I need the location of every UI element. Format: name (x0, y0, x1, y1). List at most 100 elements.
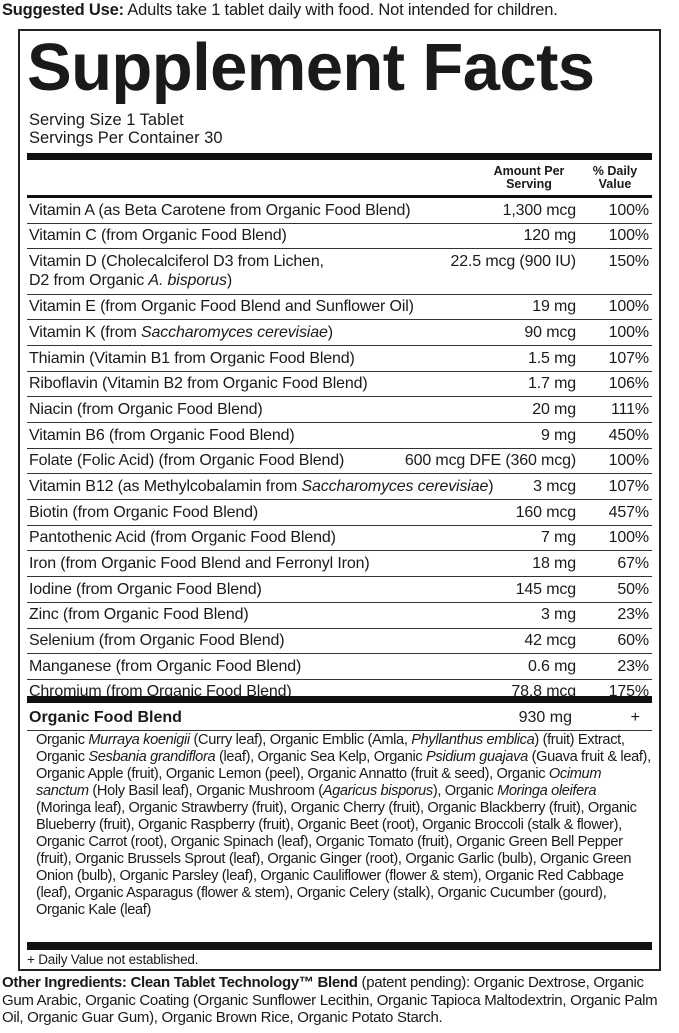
thick-divider (27, 942, 652, 950)
nutrient-amount: 120 mg (523, 227, 577, 245)
nutrient-row: Vitamin B12 (as Methylcobalamin from Sac… (27, 474, 652, 501)
nutrient-name: Iron (from Organic Food Blend and Ferron… (29, 554, 528, 574)
text-segment: Moringa oleifera (497, 783, 597, 799)
blend-amount: 930 mg (518, 709, 572, 726)
nutrient-amount: 42 mcg (524, 632, 576, 650)
nutrient-row: Selenium (from Organic Food Blend) 42 mcg… (27, 629, 652, 655)
text-segment: ) (226, 272, 232, 290)
nutrient-dv: 106% (608, 375, 649, 393)
nutrient-dv: 100% (608, 452, 649, 470)
serving-info: Serving Size 1 Tablet Servings Per Conta… (29, 111, 223, 147)
text-segment: Murraya koenigii (88, 732, 190, 748)
nutrient-amount: 22.5 mcg (900 IU) (450, 252, 576, 270)
text-segment: ), Organic (432, 783, 498, 799)
nutrient-row: Iron (from Organic Food Blend and Ferron… (27, 551, 652, 578)
text-segment: Saccharomyces cerevisiae (301, 477, 489, 495)
text-segment: Iron (from Organic Food Blend and Ferron… (29, 555, 370, 573)
nutrient-name: Vitamin D (Cholecalciferol D3 from Liche… (29, 252, 446, 291)
text-segment: Manganese (from Organic Food Blend) (29, 657, 302, 675)
nutrient-amount: 7 mg (541, 529, 576, 547)
nutrient-name: Folate (Folic Acid) (from Organic Food B… (29, 451, 401, 471)
nutrient-name: Pantothenic Acid (from Organic Food Blen… (29, 528, 537, 548)
text-segment: Vitamin B12 (as Methylcobalamin from (29, 477, 302, 495)
nutrient-dv: 450% (608, 426, 649, 444)
thick-divider (27, 153, 652, 160)
blend-ingredients: Organic Murraya koenigii (Curry leaf), O… (36, 732, 651, 919)
nutrient-name: Zinc (from Organic Food Blend) (29, 605, 537, 625)
text-segment: Saccharomyces cerevisiae (141, 323, 328, 341)
text-segment: ) (327, 323, 333, 341)
nutrient-dv: 107% (608, 349, 649, 367)
nutrient-row: Iodine (from Organic Food Blend) 145 mcg 5… (27, 577, 652, 603)
text-segment: A. bisporus (148, 272, 227, 290)
nutrient-dv: 457% (608, 503, 649, 521)
nutrient-amount: 90 mcg (524, 323, 576, 341)
other-ingredients-label: Other Ingredients: Clean Tablet Technolo… (2, 974, 358, 991)
text-segment: Zinc (from Organic Food Blend) (29, 606, 249, 624)
footnote: + Daily Value not established. (27, 952, 199, 967)
text-segment: Selenium (from Organic Food Blend) (29, 632, 285, 650)
text-segment: Agaricus bisporus (322, 783, 433, 799)
text-segment: (Holy Basil leaf), Organic Mushroom ( (88, 783, 323, 799)
nutrient-name: Biotin (from Organic Food Blend) (29, 503, 512, 523)
nutrient-row: Vitamin C (from Organic Food Blend) 120 m… (27, 224, 652, 250)
suggested-use-text: Adults take 1 tablet daily with food. No… (123, 1, 558, 19)
nutrient-row: Vitamin E (from Organic Food Blend and S… (27, 295, 652, 321)
text-segment: Psidium guajava (426, 749, 528, 765)
suggested-use-label: Suggested Use: (2, 1, 124, 19)
nutrient-amount: 9 mg (541, 426, 576, 444)
nutrient-amount: 18 mg (532, 555, 576, 573)
nutrient-amount: 145 mcg (515, 580, 576, 598)
nutrient-dv: 100% (608, 227, 649, 245)
nutrient-name: Manganese (from Organic Food Blend) (29, 657, 524, 677)
nutrient-amount: 160 mcg (515, 503, 576, 521)
nutrient-dv: 100% (608, 529, 649, 547)
text-segment: Niacin (from Organic Food Blend) (29, 400, 263, 418)
nutrient-name: Niacin (from Organic Food Blend) (29, 400, 528, 420)
text-segment: Iodine (from Organic Food Blend) (29, 580, 262, 598)
nutrient-amount: 0.6 mg (527, 657, 576, 675)
nutrient-name: Vitamin B12 (as Methylcobalamin from Sac… (29, 477, 529, 497)
thick-divider (27, 696, 652, 703)
servings-per-container: Servings Per Container 30 (29, 129, 223, 147)
nutrient-dv: 111% (611, 400, 649, 418)
text-segment: Organic (36, 732, 89, 748)
text-segment: (Curry leaf), Organic Emblic (Amla, (189, 732, 412, 748)
nutrient-row: Pantothenic Acid (from Organic Food Blen… (27, 526, 652, 552)
nutrient-amount: 19 mg (532, 298, 576, 316)
column-headers: Amount Per Serving % Daily Value (27, 162, 652, 197)
text-segment: (leaf), Organic Sea Kelp, Organic (215, 749, 427, 765)
nutrient-row: Niacin (from Organic Food Blend) 20 mg 111… (27, 397, 652, 423)
nutrient-dv: 100% (608, 201, 649, 219)
text-segment: Vitamin D (Cholecalciferol D3 from Liche… (29, 252, 324, 270)
text-segment: Vitamin A (as Beta Carotene from Organic… (29, 201, 411, 219)
text-segment: D2 from Organic (29, 272, 149, 290)
nutrient-dv: 50% (617, 580, 649, 598)
nutrient-name: Vitamin B6 (from Organic Food Blend) (29, 426, 537, 446)
nutrient-row: Riboflavin (Vitamin B2 from Organic Food… (27, 372, 652, 398)
nutrient-row: Manganese (from Organic Food Blend) 0.6 m… (27, 654, 652, 680)
text-segment: (Guava fruit & leaf), Organic Apple (fru… (36, 749, 651, 782)
text-segment: ) (488, 477, 494, 495)
nutrient-row: Biotin (from Organic Food Blend) 160 mcg 4… (27, 500, 652, 526)
supplement-facts-panel: Supplement Facts Serving Size 1 Tablet S… (18, 29, 661, 971)
text-segment: ) (fruit) Extract, Organic (36, 732, 625, 765)
nutrient-dv: 107% (608, 477, 649, 495)
text-segment: Phyllanthus emblica (411, 732, 535, 748)
dv-header: % Daily Value (592, 164, 638, 191)
other-ingredients-text: (patent pending): Organic Dextrose, Orga… (2, 974, 658, 1026)
serving-size: Serving Size 1 Tablet (29, 111, 184, 129)
text-segment: Folate (Folic Acid) (from Organic Food B… (29, 452, 345, 470)
text-segment: Pantothenic Acid (from Organic Food Blen… (29, 529, 336, 547)
text-segment: Vitamin K (from (29, 323, 141, 341)
nutrient-name: Vitamin A (as Beta Carotene from Organic… (29, 201, 499, 221)
nutrient-dv: 60% (617, 632, 649, 650)
nutrient-name: Vitamin E (from Organic Food Blend and S… (29, 297, 528, 317)
text-segment: Vitamin E (from Organic Food Blend and S… (29, 298, 414, 316)
nutrient-row: Vitamin K (from Saccharomyces cerevisiae… (27, 320, 652, 346)
panel-title: Supplement Facts (27, 30, 595, 105)
nutrient-name: Selenium (from Organic Food Blend) (29, 631, 520, 651)
nutrient-amount: 1,300 mcg (502, 201, 577, 219)
text-segment: Thiamin (Vitamin B1 from Organic Food Bl… (29, 349, 355, 367)
text-segment: Vitamin C (from Organic Food Blend) (29, 227, 287, 245)
